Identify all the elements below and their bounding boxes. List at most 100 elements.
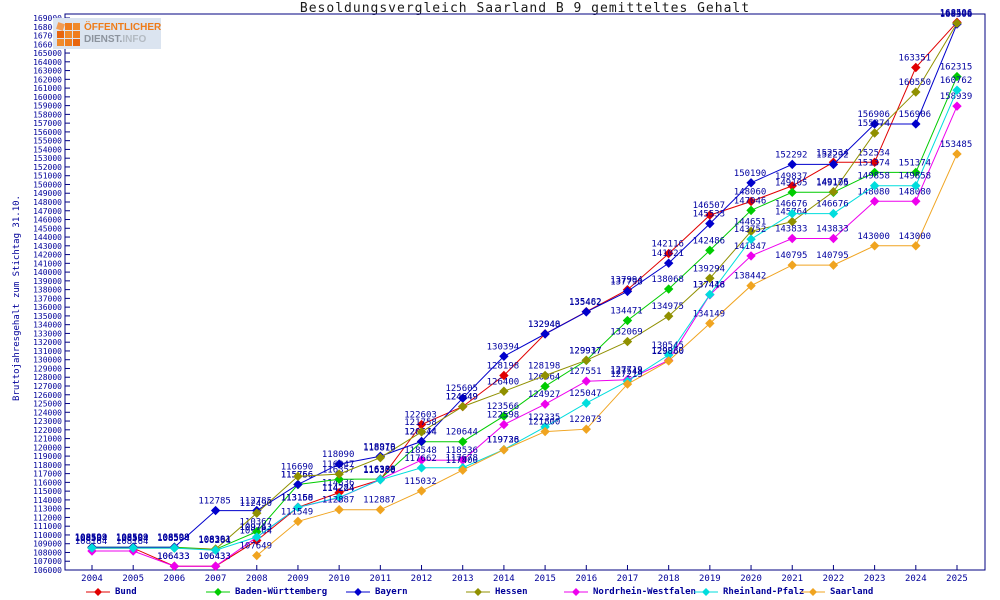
data-point: [334, 504, 344, 515]
data-point-label: 117662: [404, 454, 437, 464]
y-tick-label: 144000: [33, 233, 62, 242]
data-point: [458, 393, 468, 403]
y-tick-label: 138000: [33, 286, 62, 295]
data-point-label: 110367: [240, 518, 273, 528]
data-point-label: 116357: [322, 465, 355, 475]
data-point-label: 119738: [487, 436, 520, 446]
data-point-label: 116947: [322, 460, 355, 470]
data-point-label: 108599: [75, 533, 108, 543]
data-point: [293, 516, 303, 527]
x-tick-label: 2018: [658, 574, 680, 584]
data-point-label: 116309: [363, 466, 396, 476]
data-point-label: 108504: [116, 534, 149, 544]
data-point-label: 132069: [610, 328, 643, 338]
data-point: [787, 216, 797, 227]
data-point: [210, 561, 221, 571]
data-point-label: 142486: [693, 236, 726, 246]
data-point: [746, 205, 756, 216]
data-point-label: 148080: [857, 187, 890, 197]
y-tick-label: 109000: [33, 540, 62, 549]
x-tick-label: 2017: [617, 574, 639, 584]
data-point: [869, 119, 880, 129]
y-tick-label: 163000: [33, 67, 62, 76]
data-point: [581, 355, 591, 365]
x-tick-label: 2020: [740, 574, 762, 584]
data-point: [705, 273, 715, 283]
data-point-label: 108504: [75, 534, 108, 544]
data-point: [458, 401, 468, 412]
logo-text: ÖFFENTLICHER DIENST.INFO: [84, 22, 161, 45]
data-point-label: 118548: [404, 446, 437, 456]
data-point-label: 109743: [240, 523, 273, 533]
data-point-label: 122335: [528, 413, 561, 423]
y-tick-label: 110000: [33, 531, 62, 540]
data-point-label: 163351: [899, 53, 932, 63]
data-point: [499, 386, 509, 396]
data-point-label: 117400: [445, 456, 478, 466]
data-point: [334, 459, 344, 469]
data-point-label: 113160: [281, 493, 314, 503]
data-point-label: 146676: [816, 200, 849, 210]
data-point-label: 138442: [734, 272, 767, 282]
y-tick-label: 114000: [33, 496, 62, 505]
y-tick-label: 154000: [33, 145, 62, 154]
data-point-label: 125605: [445, 384, 478, 394]
x-tick-label: 2004: [81, 574, 103, 584]
data-point-label: 112887: [322, 496, 355, 506]
data-point-label: 122073: [569, 415, 602, 425]
y-tick-label: 137000: [33, 294, 62, 303]
logo-line2-dienst: DIENST.: [84, 33, 123, 45]
data-point: [911, 181, 921, 191]
data-point-label: 134975: [651, 302, 684, 312]
x-tick-label: 2014: [493, 574, 515, 584]
data-point-label: 149105: [775, 178, 808, 188]
data-point: [622, 286, 633, 297]
y-tick-label: 124000: [33, 408, 62, 417]
y-tick-label: 142000: [33, 251, 62, 260]
data-point: [787, 260, 797, 270]
data-point: [169, 543, 180, 553]
data-point-label: 144651: [734, 217, 767, 227]
data-point: [375, 452, 386, 463]
y-tick-label: 155000: [33, 137, 62, 146]
y-tick-label: 135000: [33, 312, 62, 321]
data-point-label: 134471: [610, 307, 643, 317]
data-point: [540, 399, 550, 409]
data-point-label: 124649: [445, 393, 478, 403]
x-tick-label: 2022: [823, 574, 845, 584]
data-point: [458, 436, 468, 447]
series-line-bayern: [92, 23, 958, 548]
y-tick-label: 133000: [33, 329, 62, 338]
data-point-label: 108504: [75, 534, 108, 544]
x-tick-label: 2019: [699, 574, 721, 584]
legend-label: Nordrhein-Westfalen: [593, 587, 696, 597]
y-tick-label: 168000: [33, 23, 62, 32]
y-tick-label: 166000: [33, 40, 62, 49]
y-tick-label: 160000: [33, 93, 62, 102]
data-point-label: 119726: [487, 436, 520, 446]
y-tick-label: 152000: [33, 163, 62, 172]
data-point-label: 141847: [734, 242, 767, 252]
data-point-label: 149105: [816, 178, 849, 188]
data-point-label: 155874: [857, 119, 890, 129]
data-point-label: 108504: [75, 534, 108, 544]
data-point: [169, 561, 180, 571]
y-tick-label: 167000: [33, 32, 62, 41]
y-tick-label: 129000: [33, 364, 62, 373]
data-point: [911, 167, 921, 178]
data-point: [663, 356, 674, 366]
data-point-label: 126400: [487, 377, 520, 387]
data-point-label: 108599: [157, 533, 190, 543]
data-point: [458, 455, 468, 465]
y-tick-label: 130000: [33, 356, 62, 365]
data-point-label: 123566: [487, 402, 520, 412]
y-tick-label: 106000: [33, 566, 62, 575]
data-point-label: 156906: [857, 110, 890, 120]
data-point-label: 128198: [487, 362, 520, 372]
data-point-label: 138068: [651, 275, 684, 285]
data-point: [663, 248, 674, 259]
data-point-label: 151374: [857, 158, 890, 168]
data-point: [293, 471, 303, 482]
oeffentlicher-dienst-logo[interactable]: ÖFFENTLICHER DIENST.INFO: [53, 18, 161, 49]
